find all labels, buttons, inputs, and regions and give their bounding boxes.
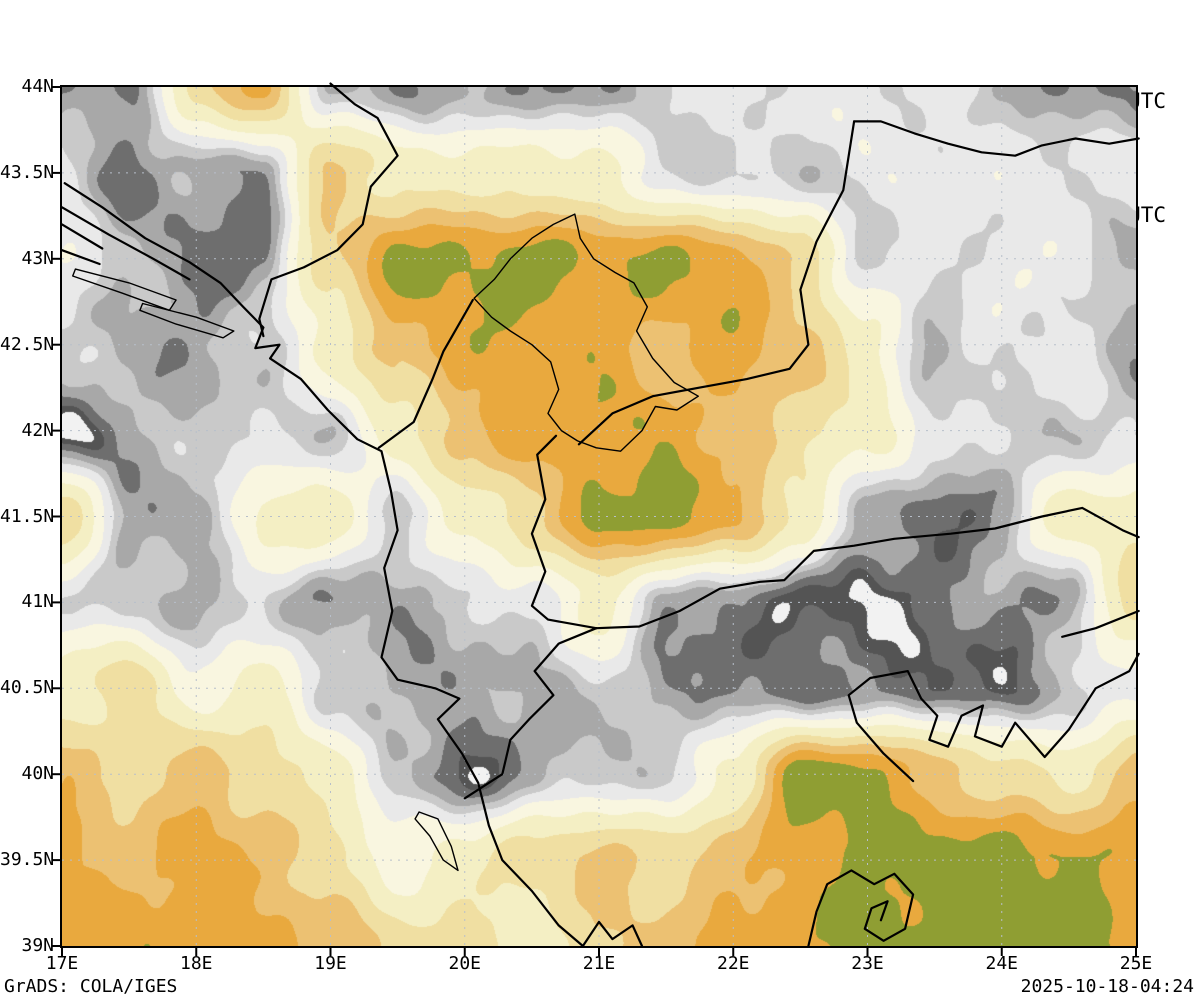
coast-island-border	[72, 268, 177, 311]
coast-island-border	[139, 302, 235, 339]
country-border	[581, 920, 644, 948]
coast-island-border	[473, 213, 699, 452]
coast-island-border	[414, 811, 459, 872]
grads-credit: GrADS: COLA/IGES	[4, 976, 178, 997]
x-axis-label: 23E	[851, 953, 884, 974]
y-axis-label: 42N	[21, 419, 54, 441]
x-axis-label: 21E	[582, 953, 616, 974]
country-border	[258, 82, 399, 338]
country-border	[60, 223, 104, 250]
x-axis-label: 24E	[985, 953, 1018, 974]
country-border	[463, 627, 598, 800]
y-axis-label: 43N	[21, 247, 54, 269]
country-border	[807, 869, 915, 948]
x-axis-label: 18E	[179, 953, 213, 974]
x-axis-label: 22E	[716, 953, 750, 974]
country-border	[60, 249, 101, 266]
y-axis-label: 40N	[21, 763, 54, 785]
x-axis-label: 20E	[448, 953, 481, 974]
y-axis-label: 40.5N	[0, 677, 55, 699]
y-axis-label: 39.5N	[0, 849, 55, 871]
country-border	[1061, 609, 1140, 638]
y-axis-label: 42.5N	[0, 333, 55, 355]
x-axis-label: 17E	[45, 953, 79, 974]
map-frame	[52, 82, 1140, 956]
y-axis-label: 44N	[21, 76, 54, 97]
country-border	[63, 182, 584, 948]
country-border	[847, 652, 1140, 783]
x-axis-label: 19E	[314, 953, 347, 974]
country-border	[377, 298, 474, 449]
y-axis-label: 43.5N	[0, 161, 55, 183]
x-axis-label: 25E	[1119, 953, 1153, 974]
country-border	[530, 434, 598, 630]
y-axis-label: 41.5N	[0, 505, 55, 527]
country-border	[595, 506, 1140, 630]
country-border	[577, 120, 856, 446]
y-axis-label: 41N	[21, 591, 54, 613]
country-border	[60, 206, 191, 281]
country-border	[853, 120, 1140, 157]
map-overlay	[52, 82, 1140, 956]
creation-timestamp: 2025-10-18-04:24	[1020, 976, 1194, 997]
y-axis-label: 39N	[21, 935, 54, 956]
